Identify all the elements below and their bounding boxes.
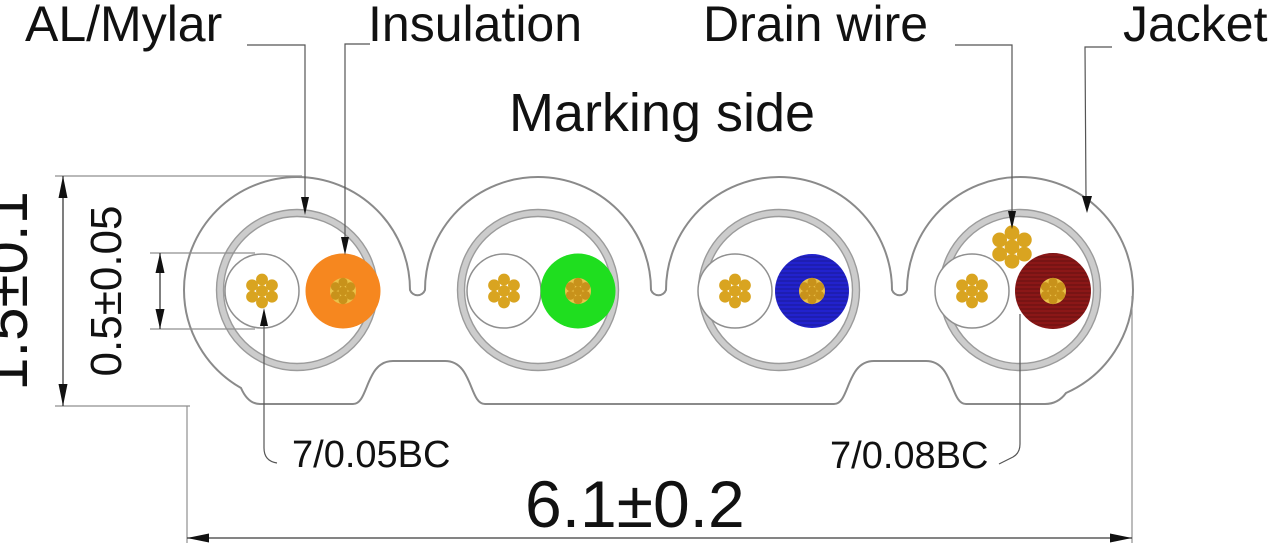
leader-arrowheads <box>260 196 1092 326</box>
label-al-mylar: AL/Mylar <box>25 0 222 52</box>
arrow-height-up <box>58 176 68 198</box>
arrow-drain-up <box>155 253 165 273</box>
leader-al-mylar <box>247 44 306 199</box>
dim-overall-height: 1.5±0.1 <box>0 191 40 391</box>
arrowhead-al-mylar <box>301 197 309 215</box>
arrow-drain-down <box>155 309 165 329</box>
dimension-arrows <box>58 176 1132 543</box>
leader-jacket <box>1084 46 1112 199</box>
leader-insulation <box>344 43 370 239</box>
label-drain-wire: Drain wire <box>703 0 928 52</box>
arrowhead-insulation <box>341 237 349 255</box>
arrow-width-left <box>187 533 209 543</box>
leader-small-conductor <box>263 324 278 464</box>
arrow-width-right <box>1110 533 1132 543</box>
label-marking-side: Marking side <box>509 83 815 143</box>
shield-ring-outer-2 <box>456 208 620 372</box>
leader-drain-wire <box>955 44 1013 213</box>
dim-overall-width: 6.1±0.2 <box>525 467 745 541</box>
dim-drain-diameter: 0.5±0.05 <box>82 206 131 377</box>
arrowhead-small-conductor <box>260 308 268 326</box>
arrowhead-drain-wire <box>1008 211 1016 229</box>
label-jacket: Jacket <box>1123 0 1268 52</box>
arrow-height-down <box>58 384 68 406</box>
leader-lines <box>247 43 1112 465</box>
leader-large-conductor <box>998 314 1021 465</box>
arrowhead-jacket <box>1082 196 1092 213</box>
spec-large-conductor: 7/0.08BC <box>830 435 988 477</box>
extension-lines <box>55 175 1133 543</box>
label-insulation: Insulation <box>368 0 582 52</box>
jacket-outline <box>182 176 1135 405</box>
spec-small-conductor: 7/0.05BC <box>292 434 450 476</box>
